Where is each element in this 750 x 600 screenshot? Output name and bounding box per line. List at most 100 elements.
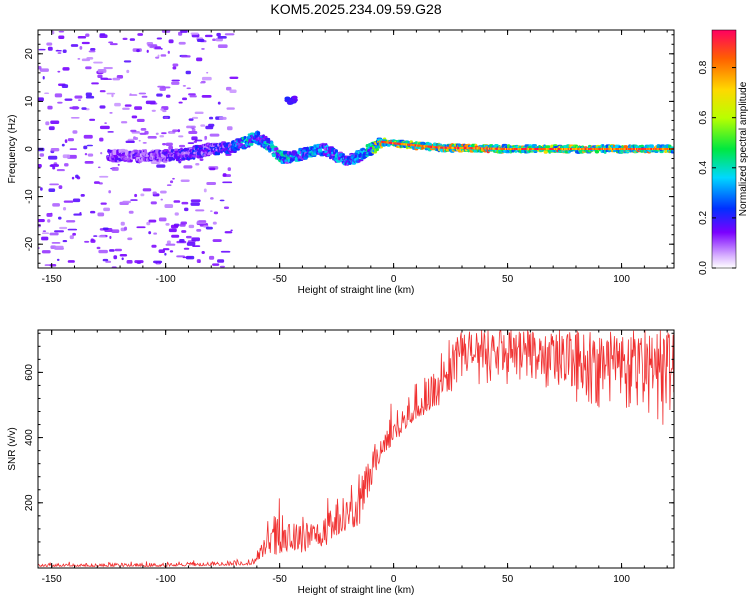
heatmap-cell [180,30,188,33]
heatmap-cell [53,245,64,250]
y-tick-label: 0 [24,146,35,152]
heatmap-cell [216,32,221,37]
heatmap-cell [162,109,167,113]
heatmap-cell [160,48,163,50]
heatmap-cell [191,136,198,141]
heatmap-cell [165,94,171,98]
heatmap-cell [50,148,60,152]
spectrogram-xlabel: Height of straight line (km) [298,285,415,296]
heatmap-cell [85,33,90,37]
heatmap-cell [136,152,141,157]
heatmap-cell [121,257,124,261]
heatmap-cell [48,126,55,131]
heatmap-cell [114,248,122,252]
heatmap-cell [136,48,140,53]
heatmap-cell [134,136,139,140]
heatmap-cell [208,255,215,260]
heatmap-cell [93,235,98,237]
heatmap-cell [140,193,145,197]
heatmap-cell [166,184,172,186]
heatmap-cell [141,95,148,98]
heatmap-cell [38,66,42,70]
heatmap-cell [89,118,96,121]
colorbar-tick-label: 0.4 [698,160,709,174]
heatmap-cell [160,54,167,57]
heatmap-cell [217,101,221,105]
heatmap-cell [111,157,115,162]
heatmap-cell [153,232,157,235]
heatmap-cell [208,116,214,120]
heatmap-cell [256,131,261,136]
heatmap-cell [81,41,90,45]
y-tick-label: 10 [24,95,35,107]
heatmap-cell [156,37,163,40]
heatmap-cell [157,54,160,58]
heatmap-cell [62,154,71,159]
heatmap-cell [334,149,338,154]
heatmap-cell [189,95,197,98]
heatmap-cell [86,144,93,147]
heatmap-cell [41,250,51,254]
heatmap-cell [148,219,157,223]
heatmap-cell [188,224,195,229]
heatmap-cell [103,66,113,70]
heatmap-cell [146,49,149,53]
heatmap-cell [99,125,110,130]
heatmap-cell [188,130,198,135]
heatmap-cell [150,161,161,164]
heatmap-cell [164,252,167,256]
x-tick-label: 0 [391,574,397,585]
heatmap-cell [103,78,113,80]
heatmap-cell [152,191,157,195]
heatmap-cell [48,188,56,193]
heatmap-cell [112,152,118,156]
heatmap-cell [206,71,209,74]
heatmap-cell [190,32,199,35]
heatmap-cell [177,129,181,133]
heatmap-cell [64,98,73,101]
heatmap-cell [594,149,600,154]
heatmap-cell [186,242,196,246]
spectrogram-ylabel: Frequency (Hz) [7,115,18,184]
x-tick-label: 50 [502,574,514,585]
heatmap-cell [124,226,128,231]
heatmap-cell [142,188,152,192]
heatmap-cell [144,149,148,154]
heatmap-cell [72,232,76,236]
heatmap-cell [169,180,174,184]
heatmap-cell [61,143,65,147]
heatmap-cell [140,128,147,131]
heatmap-cell [69,148,78,150]
heatmap-cell [52,166,56,170]
heatmap-cell [111,229,120,233]
heatmap-cell [48,155,58,160]
heatmap-cell [124,104,132,107]
heatmap-cell [67,260,75,263]
heatmap-cell [171,234,180,238]
heatmap-cell [172,63,179,67]
heatmap-cell [178,101,183,104]
heatmap-cell [204,135,208,140]
x-tick-label: 0 [391,274,397,285]
y-tick-label: 200 [24,494,35,511]
heatmap-cell [180,55,191,58]
heatmap-cell [72,198,81,203]
heatmap-cell [51,241,61,244]
heatmap-cell [182,256,192,259]
heatmap-cell [181,230,187,233]
heatmap-cell [130,129,137,132]
heatmap-cell [640,144,645,148]
heatmap-cell [149,46,154,49]
heatmap-cell [100,152,103,155]
heatmap-cell [50,120,60,125]
heatmap-cell [129,94,138,96]
heatmap-cell [265,137,271,142]
heatmap-cell [119,253,128,257]
heatmap-cell [79,46,83,50]
heatmap-cell [83,134,93,139]
heatmap-cell [209,167,216,171]
heatmap-cell [168,145,174,150]
heatmap-cell [122,37,128,41]
heatmap-cell [217,44,228,48]
